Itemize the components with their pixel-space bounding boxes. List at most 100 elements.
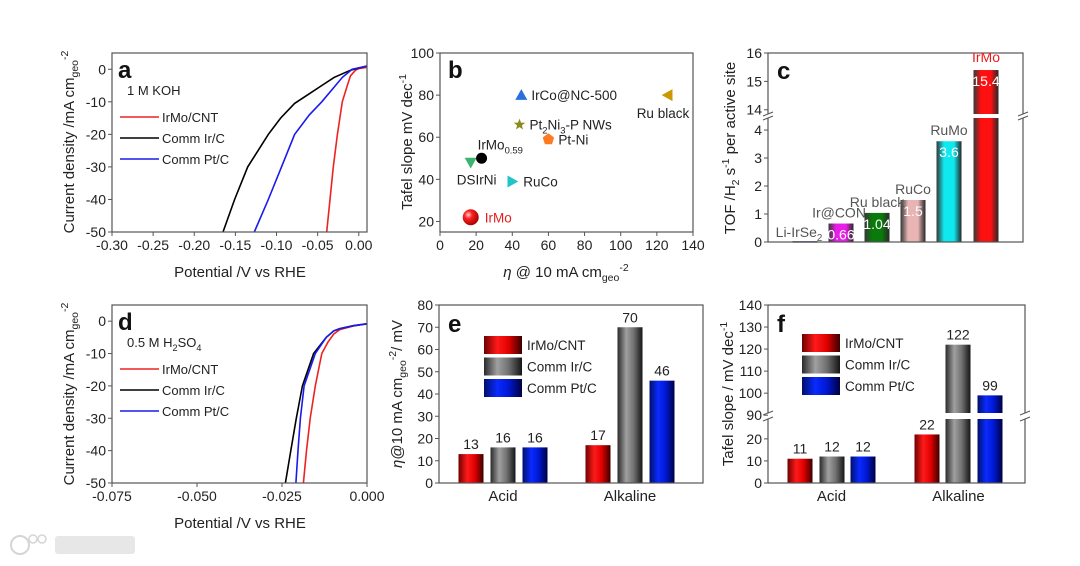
electrolyte-annotation: 1 M KOH (127, 83, 180, 98)
bar (649, 380, 675, 483)
axis-break (1021, 413, 1029, 419)
bar-value-label: 122 (946, 327, 970, 343)
x-tick-label: 40 (504, 237, 520, 253)
bar (936, 141, 962, 242)
y-tick-label: 60 (417, 342, 433, 358)
text-segment: -2 (619, 262, 628, 274)
text-segment: 2 (730, 179, 742, 185)
data-point-sphere (462, 209, 479, 226)
bar-value-label: 99 (982, 377, 998, 393)
bar (850, 456, 876, 483)
text-segment: Tafel slope mV dec (399, 83, 416, 210)
y-tick-label: -50 (86, 475, 106, 491)
text-segment: 2 (542, 126, 547, 137)
text-segment: RuCo (523, 174, 558, 189)
bar-value-label: 13 (463, 436, 479, 452)
panel-d: -0.075 -0.050 -0.025 0.000 0 -10 -20 -30 -40 -50 d… (59, 302, 385, 532)
y-axis-label: Tafel slope mV dec-1 (397, 74, 416, 210)
text-segment: Current density /mA cm (61, 329, 78, 485)
category-label: Alkaline (604, 488, 657, 505)
text-segment: IrMo (485, 210, 512, 225)
legend-label: Comm Pt/C (162, 404, 229, 419)
y-tick-label: 80 (417, 297, 433, 313)
panel-b: 0 20 40 60 80 100 120 14020406080100bIrMoDSIrNi… (397, 45, 705, 284)
series-line-irmo-cnt (302, 323, 368, 484)
plot-frame (111, 304, 368, 484)
legend-swatch (484, 357, 522, 376)
x-tick-label: 60 (541, 237, 557, 253)
bar-name-label: Ir@CON (812, 205, 866, 221)
x-tick-label: 0.000 (349, 488, 384, 504)
y-axis-label: Current density /mA cmgeo-2 (59, 302, 81, 485)
legend-label: Comm Pt/C (527, 381, 597, 396)
y-axis-label: Current density /mA cmgeo-2 (59, 50, 81, 233)
text-segment: 2 (817, 233, 822, 244)
text-segment: RuCo (895, 181, 931, 197)
y-axis-label: TOF /H2 s-1 per active site (720, 62, 742, 234)
text-segment: Li-IrSe (776, 224, 817, 240)
panel-letter: d (118, 309, 133, 336)
x-tick-label: -0.25 (137, 237, 169, 253)
bar-name-label: RuMo (930, 122, 968, 138)
panel-f: 11 22 12 122 12 99 0 10 20 90 100 110 120 130 140 Acid A… (718, 297, 1031, 505)
bar (617, 327, 643, 483)
panel-letter: b (448, 57, 463, 84)
legend-swatch (802, 377, 840, 395)
x-tick-label: -0.05 (302, 237, 334, 253)
bar-name-label: RuCo (895, 181, 931, 197)
bar-value-label: 46 (654, 363, 670, 379)
x-tick-label: 0.00 (345, 237, 372, 253)
bar (864, 212, 890, 242)
text-segment: s (722, 168, 739, 180)
watermark-logo (10, 534, 135, 555)
bar-value-label: 0.66 (827, 227, 854, 243)
bar-name-label: IrMo (972, 49, 1000, 65)
panel-letter: c (777, 58, 790, 85)
data-point-triangle-right (507, 175, 519, 188)
text-segment: 3 (560, 126, 565, 137)
data-point-label: IrMo (485, 210, 512, 225)
y-tick-label: 120 (739, 341, 763, 357)
bar (458, 454, 484, 483)
y-tick-label: 130 (739, 319, 763, 335)
y-tick-label: 110 (740, 363, 763, 379)
legend-label: Comm Pt/C (845, 379, 915, 394)
text-segment: geo (69, 60, 81, 78)
y-tick-label: 90 (746, 407, 762, 423)
axis-break-mark (1019, 416, 1031, 422)
bar (900, 200, 926, 242)
text-segment: geo (397, 360, 409, 378)
bar-value-label: 12 (824, 439, 840, 455)
y-tick-label: 1 (754, 206, 762, 222)
text-segment: -1 (397, 74, 409, 83)
axis-break (1019, 114, 1027, 118)
text-segment: -2 (59, 302, 71, 311)
axis-break-mark (1019, 410, 1031, 416)
text-segment: Pt (530, 118, 543, 133)
x-tick-label: -0.10 (261, 237, 293, 253)
data-point-triangle-left (661, 89, 673, 102)
text-segment: -2 (59, 50, 71, 59)
bar (977, 419, 1003, 483)
series-line-comm-ir-c (222, 65, 368, 233)
text-segment: per active site (722, 62, 739, 159)
bar-name-label: Ru black (850, 194, 905, 210)
bar (522, 447, 548, 483)
bar (977, 395, 1003, 413)
axis-break-mark (762, 115, 774, 121)
data-point-label: Ru black (637, 106, 690, 121)
text-segment: geo (69, 312, 81, 330)
panel-letter: a (118, 57, 132, 84)
text-segment: IrCo@NC-500 (531, 88, 617, 103)
text-segment: -P NWs (566, 118, 612, 133)
text-segment: Ru black (637, 106, 690, 121)
legend-label: Comm Ir/C (162, 131, 225, 146)
x-tick-label: -0.075 (92, 488, 132, 504)
x-tick-label: 0 (436, 237, 444, 253)
y-tick-label: 0 (754, 234, 762, 250)
legend-label: Comm Ir/C (162, 383, 225, 398)
legend-swatch (802, 334, 840, 352)
text-segment: Current density /mA cm (61, 77, 78, 233)
y-tick-label: -40 (86, 191, 106, 207)
y-tick-label: 40 (418, 171, 434, 187)
